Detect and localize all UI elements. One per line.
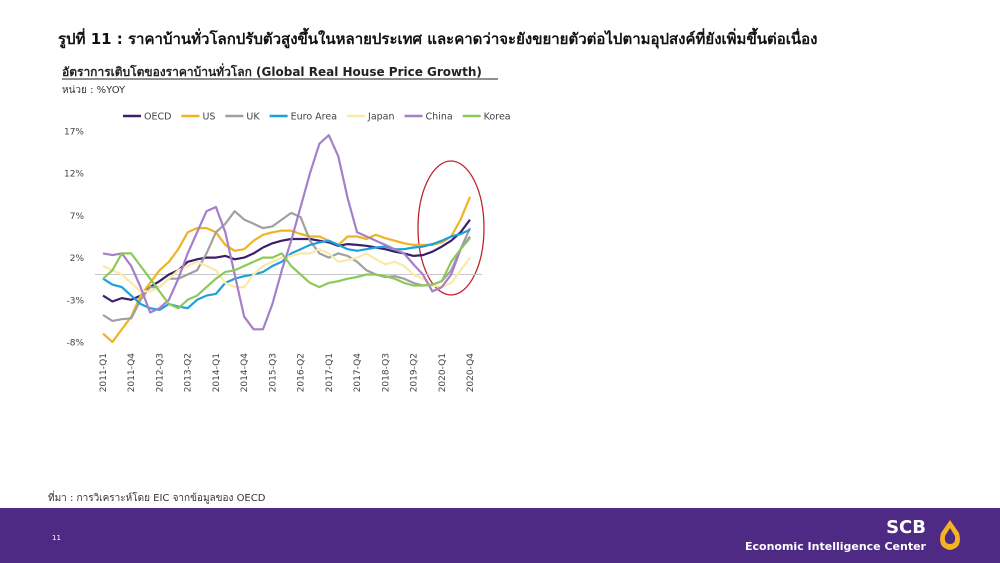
y-tick-label: -8% — [66, 339, 84, 349]
legend-label: OECD — [144, 112, 171, 123]
x-tick-label: 2014-Q1 — [212, 353, 222, 392]
y-tick-label: 12% — [64, 170, 84, 180]
page-number: 11 — [52, 534, 61, 542]
x-tick-label: 2020-Q4 — [466, 353, 476, 393]
x-tick-label: 2019-Q2 — [410, 353, 420, 392]
chart-title: อัตราการเติบโตของราคาบ้านทั่วโลก (Global… — [62, 63, 482, 79]
footer-band — [0, 508, 1000, 563]
y-tick-label: 2% — [70, 254, 85, 264]
y-tick-label: -3% — [66, 296, 84, 306]
x-tick-label: 2017-Q1 — [325, 353, 335, 392]
x-tick-label: 2017-Q4 — [353, 353, 363, 393]
x-tick-label: 2013-Q2 — [184, 353, 194, 392]
x-tick-label: 2016-Q2 — [297, 353, 307, 392]
x-tick-label: 2011-Q4 — [127, 353, 137, 393]
legend-label: Japan — [367, 112, 395, 123]
x-tick-label: 2020-Q1 — [438, 353, 448, 392]
y-tick-label: 17% — [64, 128, 84, 138]
legend-label: UK — [246, 112, 260, 123]
series-line — [102, 218, 471, 303]
source-note: ที่มา : การวิเคราะห์โดย EIC จากข้อมูลของ… — [48, 490, 266, 504]
series-line — [102, 237, 471, 310]
y-tick-label: 7% — [70, 212, 85, 222]
highlight-ellipse — [417, 160, 485, 296]
x-tick-label: 2015-Q3 — [268, 353, 278, 392]
series-line — [102, 228, 471, 311]
slide-heading: รูปที่ 11 : ราคาบ้านทั่วโลกปรับตัวสูงขึ้… — [58, 27, 817, 49]
brand-subtitle: Economic Intelligence Center — [745, 540, 927, 553]
x-tick-label: 2018-Q3 — [381, 353, 391, 392]
x-tick-label: 2012-Q3 — [155, 353, 165, 392]
series-line — [102, 134, 471, 331]
series-line — [102, 196, 472, 344]
brand-logo — [940, 520, 960, 550]
brand-name: SCB — [886, 517, 926, 538]
legend-label: Korea — [484, 112, 511, 123]
x-tick-label: 2014-Q4 — [240, 353, 250, 393]
x-tick-label: 2011-Q1 — [99, 353, 109, 392]
legend-label: China — [426, 112, 453, 123]
legend-label: Euro Area — [291, 112, 337, 123]
unit-label: หน่วย : %YOY — [62, 85, 126, 96]
legend-label: US — [202, 112, 215, 123]
